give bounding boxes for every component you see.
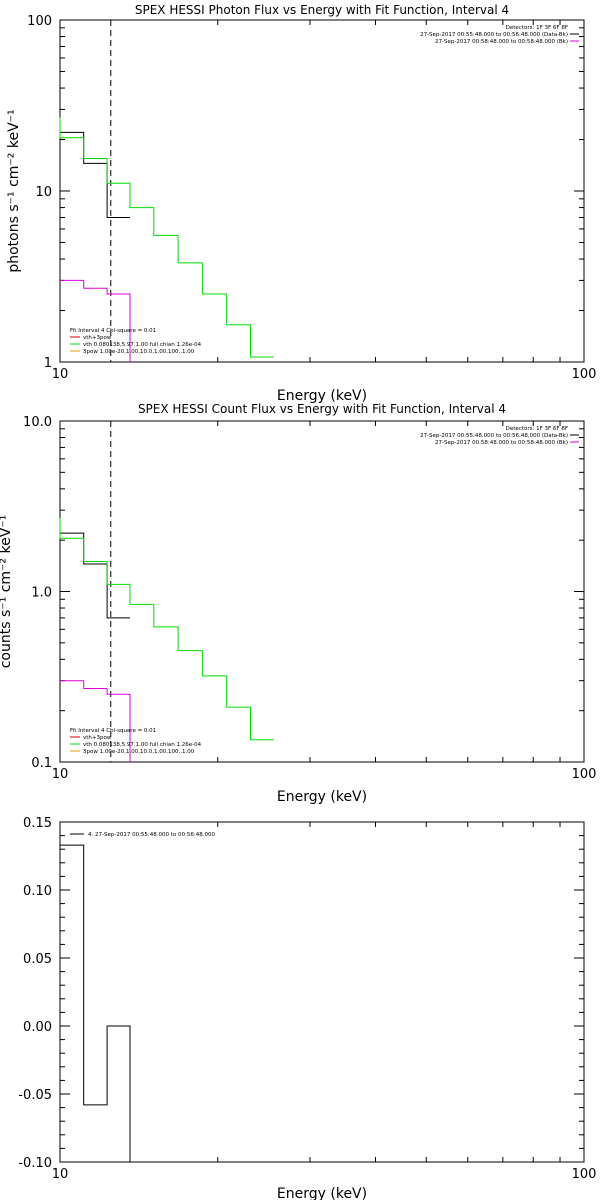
legend-bottom-line: 3pow 1.00e-20,1.00,10.0,1.00,100.,1.00 <box>83 749 195 755</box>
y-tick-label: 0.10 <box>23 884 52 899</box>
series-1-steps <box>60 532 130 619</box>
series-3-steps <box>60 680 131 762</box>
legend-bottom-line: 3pow 1.00e-20,1.00,10.0,1.00,100.,1.00 <box>83 349 195 355</box>
chart-2: 10 100 0.1 1.0 10.0 SPEX HESSI Count Flux vs … <box>0 402 596 805</box>
x-axis-title: Energy (keV) <box>277 1186 367 1200</box>
y-axis-title: photons s⁻¹ cm⁻² keV⁻¹ <box>6 109 22 272</box>
y-tick-label: 1 <box>44 356 52 371</box>
plot-frame <box>59 19 585 363</box>
x-axis-title: Energy (keV) <box>277 388 367 404</box>
chart-title: SPEX HESSI Count Flux vs Energy with Fit… <box>138 402 506 416</box>
series-2-steps <box>59 518 274 741</box>
y-tick-label: 10.0 <box>23 415 52 430</box>
plot-frame <box>59 821 585 1163</box>
chart-title: SPEX HESSI Photon Flux vs Energy with Fi… <box>135 3 509 17</box>
y-tick-label: -0.05 <box>18 1088 52 1103</box>
legend-bottom-line: vth+3pow <box>83 335 112 341</box>
legend-top-line: Detectors: 1F 3F 6F 8F <box>506 25 568 31</box>
y-tick-label: -0.10 <box>18 1156 52 1171</box>
x-tick-label: 10 <box>52 1167 69 1182</box>
legend-top-line: Detectors: 1F 3F 6F 8F <box>506 426 568 432</box>
legend-top-line: 27-Sep-2017 00:58:48.000 to 00:58:48.000… <box>435 39 568 45</box>
y-tick-label: 0.00 <box>23 1020 52 1035</box>
x-axis-title: Energy (keV) <box>277 789 367 805</box>
series-2-steps <box>59 117 274 358</box>
series-1-steps <box>60 131 130 218</box>
legend-top-line: 27-Sep-2017 00:55:48.000 to 00:56:48.000… <box>420 433 568 439</box>
y-tick-label: 1.0 <box>31 586 52 601</box>
series-3-steps <box>60 279 131 362</box>
series-1-steps <box>60 844 131 1162</box>
legend-bottom-line: vth 0.080138,5.97,1.00 full chian 1.26e-… <box>83 742 202 748</box>
x-tick-label: 10 <box>52 767 69 782</box>
legend-bottom-line: Fit Interval 4 Chi-square = 0.01 <box>70 728 156 734</box>
y-axis-title: counts s⁻¹ cm⁻² keV⁻¹ <box>0 515 14 669</box>
y-tick-label: 10 <box>35 185 52 200</box>
y-tick-label: 0.1 <box>31 756 52 771</box>
legend-bottom-line: vth 0.080138,5.97,1.00 full chian 1.26e-… <box>83 342 202 348</box>
x-tick-label: 10 <box>52 367 69 382</box>
legend-top-line: 27-Sep-2017 00:55:48.000 to 00:56:48.000… <box>420 32 568 38</box>
y-tick-label: 0.15 <box>23 816 52 831</box>
x-tick-label: 100 <box>572 1167 597 1182</box>
x-tick-label: 100 <box>572 367 597 382</box>
legend-top-line: 4. 27-Sep-2017 00:55:48.000 to 00:56:48.… <box>88 832 215 838</box>
legend-bottom-line: Fit Interval 4 Chi-square = 0.01 <box>70 328 156 334</box>
plot-frame <box>59 420 585 763</box>
x-tick-label: 100 <box>572 767 597 782</box>
y-tick-label: 0.05 <box>23 952 52 967</box>
legend-bottom-line: vth+3pow <box>83 735 112 741</box>
chart-3: 10 100 -0.10 -0.05 0.00 0.05 0.10 0.15 Energy (k… <box>18 816 596 1200</box>
legend-top-line: 27-Sep-2017 00:58:48.000 to 00:58:48.000… <box>435 440 568 446</box>
y-tick-label: 100 <box>27 14 52 29</box>
